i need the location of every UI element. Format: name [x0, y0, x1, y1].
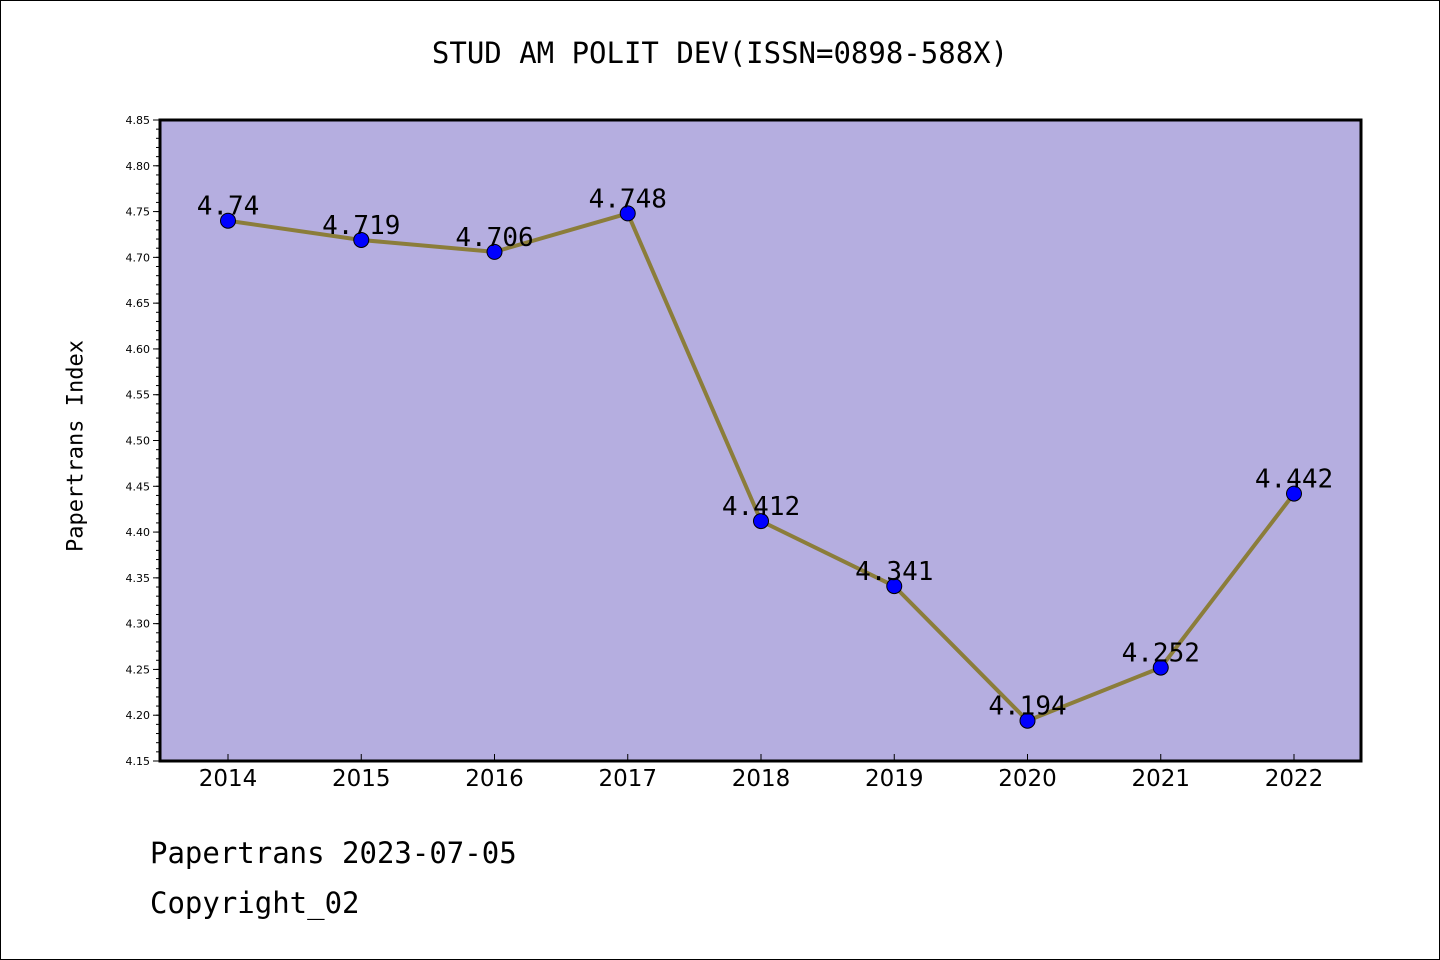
data-label: 4.719 — [322, 211, 400, 241]
series-layer: 4.74 4.719 4.706 4.748 4.412 4.341 4.194 4.252 4… — [197, 184, 1333, 729]
x-tick-label: 2020 — [998, 766, 1057, 792]
x-tick-label: 2014 — [199, 766, 258, 792]
y-tick-label: 4.30 — [126, 618, 151, 631]
y-tick-label: 4.75 — [126, 206, 151, 219]
data-label: 4.252 — [1122, 639, 1200, 669]
plot-border — [158, 118, 1363, 763]
y-tick-label: 4.25 — [126, 663, 151, 676]
y-axis: 4.15 4.20 4.25 4.30 4.35 4.40 4.45 4.50 4.55 4.60… — [126, 114, 160, 768]
x-tick-label: 2019 — [865, 766, 924, 792]
data-label: 4.706 — [455, 223, 533, 253]
chart-title: STUD AM POLIT DEV(ISSN=0898-588X) — [431, 36, 1009, 70]
data-label: 4.442 — [1255, 465, 1333, 495]
y-tick-label: 4.85 — [126, 114, 151, 127]
data-label: 4.341 — [855, 557, 933, 587]
y-tick-label: 4.45 — [126, 480, 151, 493]
y-tick-label: 4.20 — [126, 709, 151, 722]
x-tick-label: 2015 — [332, 766, 391, 792]
y-tick-label: 4.65 — [126, 297, 151, 310]
data-label: 4.74 — [197, 192, 260, 222]
y-tick-label: 4.80 — [126, 160, 151, 173]
data-label: 4.412 — [722, 492, 800, 522]
data-label: 4.748 — [589, 184, 667, 214]
y-tick-label: 4.15 — [126, 755, 151, 768]
data-point — [1152, 659, 1169, 676]
footer-date-text: Papertrans 2023-07-05 — [150, 836, 517, 870]
y-tick-label: 4.35 — [126, 572, 151, 585]
data-point — [1286, 485, 1302, 502]
plot-area — [160, 120, 1361, 761]
x-axis: 2014 2015 2016 2017 2018 2019 2020 2021 2022 — [199, 754, 1324, 792]
footer-copyright-text: Copyright_02 — [150, 886, 360, 920]
y-tick-label: 4.55 — [126, 389, 151, 402]
y-tick-label: 4.70 — [126, 251, 151, 264]
data-point — [486, 243, 503, 260]
y-tick-label: 4.60 — [126, 343, 151, 356]
x-tick-label: 2016 — [465, 766, 524, 792]
data-point — [1019, 712, 1036, 729]
x-tick-label: 2017 — [598, 766, 657, 792]
data-point — [619, 205, 636, 222]
data-point — [886, 578, 903, 595]
x-tick-label: 2018 — [732, 766, 791, 792]
y-tick-label: 4.50 — [126, 435, 151, 448]
y-tick-label: 4.40 — [126, 526, 151, 539]
data-point — [220, 212, 236, 229]
x-tick-label: 2021 — [1131, 766, 1190, 792]
data-label: 4.194 — [988, 692, 1066, 722]
data-point — [753, 513, 769, 530]
data-point — [353, 231, 370, 248]
x-tick-label: 2022 — [1265, 766, 1324, 792]
